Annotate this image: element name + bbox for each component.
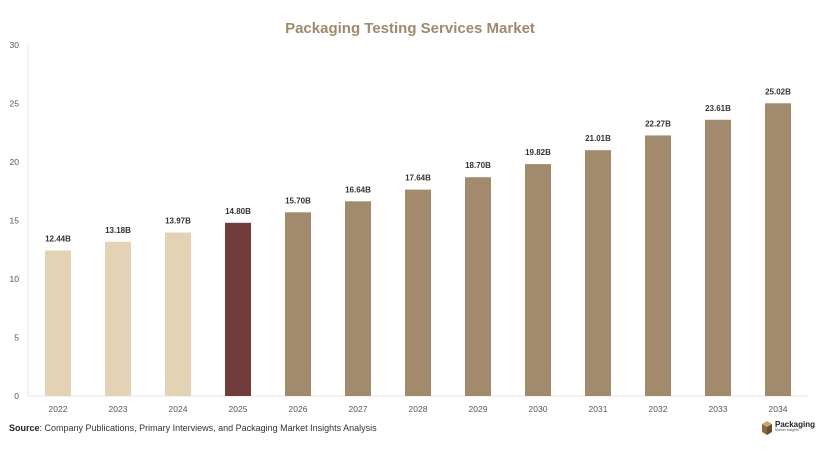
bar-2026 — [285, 212, 311, 396]
source-note: Source: Company Publications, Primary In… — [9, 423, 377, 433]
x-tick-label: 2024 — [169, 404, 188, 414]
data-label: 17.64B — [405, 174, 431, 183]
y-tick-label: 5 — [14, 333, 19, 343]
x-tick-label: 2029 — [469, 404, 488, 414]
x-tick-label: 2033 — [709, 404, 728, 414]
chart-title: Packaging Testing Services Market — [285, 20, 535, 37]
y-tick-label: 0 — [14, 391, 19, 401]
x-tick-label: 2032 — [649, 404, 668, 414]
x-tick-label: 2026 — [289, 404, 308, 414]
bar-2024 — [165, 232, 191, 396]
data-label: 19.82B — [525, 148, 551, 157]
source-text: : Company Publications, Primary Intervie… — [39, 423, 377, 433]
bar-2032 — [645, 135, 671, 397]
bar-2034 — [765, 103, 791, 397]
data-label: 25.02B — [765, 87, 791, 96]
y-tick-label: 15 — [10, 216, 20, 226]
data-label: 21.01B — [585, 134, 611, 143]
data-label: 15.70B — [285, 196, 311, 205]
bars — [45, 103, 791, 397]
data-label: 23.61B — [705, 104, 731, 113]
bar-2030 — [525, 164, 551, 396]
x-axis: 2022 2023 2024 2025 2026 2027 2028 2029 2030 2031… — [28, 395, 808, 414]
y-tick-label: 30 — [10, 40, 20, 50]
logo-tagline: Market Insights — [775, 428, 799, 432]
bar-2027 — [345, 201, 371, 396]
bar-2028 — [405, 189, 431, 396]
data-label: 16.64B — [345, 185, 371, 194]
x-tick-label: 2025 — [229, 404, 248, 414]
y-tick-label: 20 — [10, 157, 20, 167]
box-icon — [762, 421, 772, 435]
bar-2022 — [45, 250, 71, 396]
y-tick-label: 10 — [10, 274, 20, 284]
x-tick-label: 2022 — [49, 404, 68, 414]
data-label: 12.44B — [45, 234, 71, 243]
x-tick-label: 2028 — [409, 404, 428, 414]
data-label: 18.70B — [465, 161, 491, 170]
x-tick-label: 2027 — [349, 404, 368, 414]
data-label: 14.80B — [225, 207, 251, 216]
bar-2025 — [225, 222, 251, 396]
x-tick-label: 2034 — [769, 404, 788, 414]
y-axis: 0 5 10 15 20 25 30 — [10, 40, 29, 401]
data-label: 13.97B — [165, 217, 191, 226]
data-labels: 12.44B 13.18B 13.97B 14.80B 15.70B 16.64B 17.6… — [45, 87, 791, 243]
data-label: 22.27B — [645, 119, 671, 128]
bar-2033 — [705, 119, 731, 396]
logo-name: Packaging — [775, 420, 816, 429]
y-tick-label: 25 — [10, 99, 20, 109]
x-tick-label: 2031 — [589, 404, 608, 414]
x-tick-label: 2030 — [529, 404, 548, 414]
data-label: 13.18B — [105, 226, 131, 235]
brand-logo: Packaging Market Insights — [762, 421, 815, 435]
bar-2031 — [585, 150, 611, 396]
bar-2023 — [105, 241, 131, 396]
x-tick-label: 2023 — [109, 404, 128, 414]
bar-2029 — [465, 177, 491, 396]
source-label: Source — [9, 423, 40, 433]
